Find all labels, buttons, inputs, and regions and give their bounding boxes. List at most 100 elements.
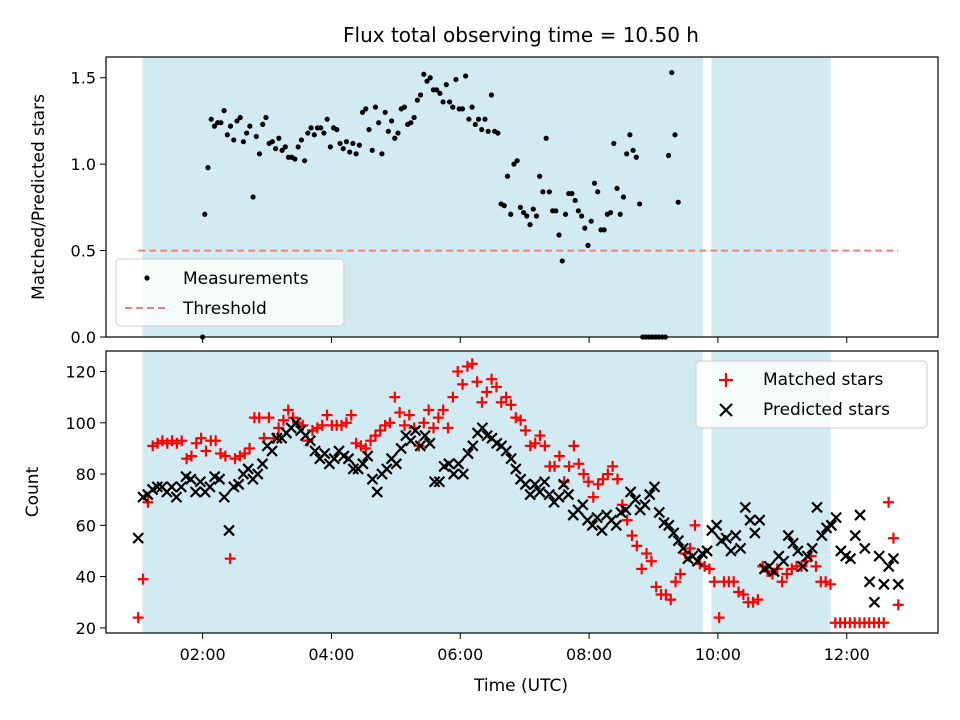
matched-star-point — [481, 386, 493, 398]
measurement-point — [302, 158, 308, 164]
time-tick-label: 04:00 — [308, 645, 354, 664]
matched-star-point — [195, 432, 207, 444]
matched-star-point — [689, 519, 701, 531]
measurement-point — [543, 135, 549, 141]
star-count-legend: Matched stars Predicted stars — [695, 360, 928, 429]
matched-star-point — [878, 617, 890, 629]
matched-star-point — [549, 460, 561, 472]
measurement-point — [295, 144, 301, 150]
measurement-point — [359, 109, 366, 115]
matched-star-point — [820, 576, 832, 588]
measurement-point — [382, 109, 388, 115]
predicted-star-point — [165, 481, 178, 493]
matched-star-point — [699, 560, 711, 572]
predicted-star-point — [863, 575, 876, 588]
measurement-point — [611, 140, 617, 147]
count-tick-label: 20 — [76, 619, 96, 638]
measurement-point — [408, 120, 414, 126]
predicted-star-point — [739, 501, 752, 514]
measurement-point — [514, 158, 520, 164]
shaded-interval-1 — [711, 57, 831, 337]
ratio-axis-label: Matched/Predicted stars — [29, 94, 49, 300]
predicted-star-point — [151, 481, 164, 493]
measurement-point — [614, 185, 620, 191]
matched-star-point — [500, 391, 512, 403]
predicted-star-point — [232, 478, 245, 491]
predicted-star-point — [610, 519, 623, 532]
measurement-point — [327, 144, 333, 150]
matched-star-point — [152, 437, 164, 449]
predicted-star-point — [390, 458, 403, 470]
measurement-point — [324, 116, 330, 122]
matched-star-point — [602, 468, 614, 480]
measurement-point — [421, 71, 427, 77]
measurement-point — [446, 99, 453, 105]
measurement-point — [388, 118, 395, 124]
predicted-star-point — [648, 481, 661, 493]
measurement-point — [427, 75, 433, 81]
legend-marker-predicted — [719, 403, 733, 417]
predicted-star-point — [424, 437, 436, 450]
matched-star-point — [277, 414, 289, 426]
matched-star-point — [442, 422, 454, 434]
measurement-point — [347, 149, 353, 155]
predicted-star-point — [878, 578, 890, 591]
predicted-star-point — [672, 534, 685, 547]
measurement-point — [440, 99, 446, 105]
matched-star-point — [568, 440, 580, 452]
measurement-point — [318, 125, 324, 131]
matched-star-point — [607, 460, 619, 472]
predicted-star-point — [404, 434, 417, 447]
legend-label-measurements: Measurements — [183, 269, 309, 289]
measurement-point — [463, 73, 469, 79]
measurement-point — [466, 116, 472, 122]
matched-star-point — [578, 468, 590, 480]
measurement-point — [508, 211, 514, 217]
measurement-point — [533, 213, 540, 219]
matched-star-point — [253, 412, 265, 424]
matched-star-point — [713, 612, 725, 624]
matched-star-point — [553, 450, 565, 462]
matched-star-point — [752, 594, 764, 606]
matched-star-point — [210, 435, 222, 447]
predicted-star-point — [381, 463, 393, 475]
matched-star-point — [137, 573, 149, 585]
measurement-point — [353, 151, 359, 157]
predicted-star-point — [519, 478, 532, 491]
matched-star-point — [786, 563, 798, 575]
matched-star-point — [428, 422, 440, 434]
measurement-point — [247, 123, 253, 129]
matched-star-point — [592, 478, 604, 490]
predicted-star-point — [328, 452, 340, 465]
matched-star-point — [471, 376, 483, 388]
time-tick-label: 06:00 — [437, 645, 483, 664]
count-tick-label: 120 — [65, 363, 96, 382]
predicted-star-point — [500, 445, 513, 457]
matched-star-point — [626, 530, 638, 542]
measurement-point — [401, 104, 408, 110]
measurement-point — [479, 126, 485, 133]
measurement-point — [263, 114, 269, 121]
measurement-point — [511, 161, 517, 167]
matched-star-point — [190, 437, 202, 449]
predicted-star-point — [624, 486, 637, 498]
legend-box — [115, 258, 345, 327]
predicted-star-point — [720, 532, 732, 544]
matched-star-point — [147, 440, 159, 452]
predicted-star-point — [768, 565, 780, 578]
ratio-axis-ticks: 0.0 0.5 1.0 1.5 — [71, 69, 106, 347]
predicted-star-point — [710, 519, 723, 532]
matched-star-point — [810, 560, 822, 572]
shaded-interval-0 — [142, 351, 703, 633]
predicted-star-point — [639, 499, 651, 511]
matched-star-point — [394, 407, 406, 419]
measurement-point — [363, 106, 369, 112]
matched-star-point — [650, 581, 662, 593]
star-count-plot-frame — [105, 350, 939, 634]
measurement-point — [601, 227, 607, 233]
matched-star-point — [520, 424, 532, 436]
measurement-point — [495, 130, 501, 136]
legend-marker-matched — [719, 373, 733, 387]
predicted-star-point — [882, 560, 895, 573]
